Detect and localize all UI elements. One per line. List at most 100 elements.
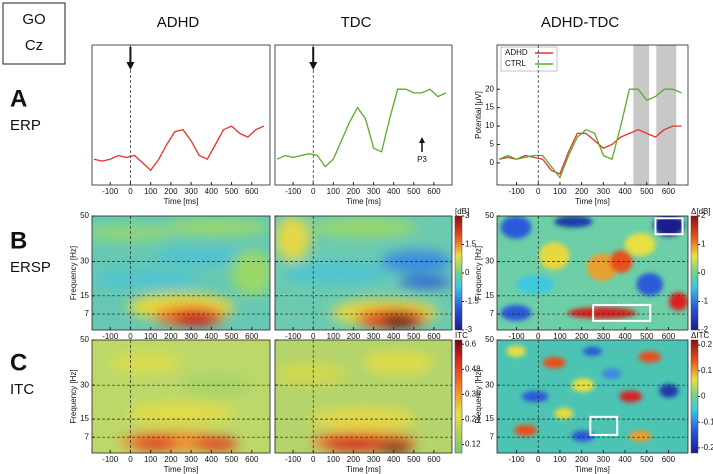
x-tick-label: 600 [427,187,441,196]
legend-label: ADHD [505,48,528,57]
x-tick-label: 300 [367,187,381,196]
x-tick-label: 500 [225,455,239,464]
x-axis-label: Time [ms] [575,465,610,474]
x-tick-label: 300 [184,332,198,341]
y-tick-label: 15 [80,414,89,423]
colorbar [690,215,699,331]
heatmap-blob [668,292,688,311]
colorbar-tick-label: 0 [465,268,470,277]
plot-frame [274,215,453,331]
row-name: ITC [10,381,34,398]
heatmap-blob [154,249,244,263]
x-tick-label: 400 [205,332,219,341]
x-tick-label: 100 [144,187,158,196]
x-tick-label: 100 [553,455,567,464]
x-tick-label: 200 [575,332,589,341]
colorbar-tick-label: 0.48 [465,364,481,373]
heatmap-blob [310,218,417,237]
heatmap-blob [377,441,414,453]
heatmap-blob [173,310,217,327]
y-tick-label: 15 [485,103,494,112]
row-name: ERP [10,117,41,134]
column-title: ADHD-TDC [541,14,619,31]
heatmap-blob [571,430,595,442]
y-tick-label: 30 [80,380,89,389]
x-tick-label: 200 [164,332,178,341]
plot-frame [496,44,689,186]
x-tick-label: 300 [184,187,198,196]
y-tick-label: 7 [85,309,90,318]
highlight-box [589,415,619,436]
colorbar-label: Δ[dB] [691,207,711,216]
x-tick-label: 0 [311,332,316,341]
colorbar-tick-label: -0.1 [701,417,713,426]
electrode: Cz [25,37,43,54]
plot-frame [496,339,689,454]
heatmap-blob [275,216,311,262]
row-letter: B [10,227,27,254]
x-tick-label: 500 [407,332,421,341]
x-tick-label: -100 [102,455,119,464]
x-axis-label: Time [ms] [164,197,199,206]
y-axis-label: Frequency [Hz] [474,246,483,300]
erp-line [499,125,682,175]
label-box [2,2,66,65]
heatmap-blob [506,345,526,357]
heatmap-blob [398,276,452,288]
x-tick-label: 500 [640,187,654,196]
x-tick-label: -100 [285,455,302,464]
x-axis-label: Time [ms] [346,197,381,206]
heatmap-blob [554,407,574,420]
colorbar-tick-label: 3 [465,211,470,220]
x-tick-label: -100 [509,187,526,196]
x-tick-label: 400 [618,332,632,341]
colorbar-tick-label: 1.5 [465,240,477,249]
x-tick-label: 500 [407,455,421,464]
colorbar-tick-label: 0.24 [465,415,481,424]
y-tick-label: 15 [80,291,89,300]
heatmap-blob [582,346,603,356]
colorbar-tick-label: 0.12 [465,440,481,449]
x-tick-label: 200 [164,187,178,196]
x-tick-label: 300 [184,455,198,464]
y-tick-label: 30 [485,257,494,266]
heatmap-blob [181,373,253,397]
x-tick-label: 100 [327,455,341,464]
y-tick-label: 50 [80,211,89,220]
colorbar-label: ΔITC [691,331,709,340]
x-tick-label: 300 [597,455,611,464]
heatmap-blob [500,304,532,321]
heatmap-blob [602,368,622,380]
heatmap-blob [132,437,176,451]
plot-frame [91,339,271,454]
x-tick-label: 600 [245,332,259,341]
colorbar-tick-label: -0.2 [701,443,713,452]
colorbar-tick-label: -1.5 [465,297,479,306]
x-tick-label: 100 [144,332,158,341]
x-tick-label: 600 [427,455,441,464]
heatmap-texture [275,340,452,453]
x-tick-label: 0 [536,455,541,464]
x-tick-label: -100 [509,455,526,464]
y-axis-label: Frequency [Hz] [69,246,78,300]
x-tick-label: 0 [311,187,316,196]
y-tick-label: 50 [485,211,494,220]
legend-label: CTRL [505,59,526,68]
x-tick-label: 200 [575,455,589,464]
heatmap-blob [381,314,417,328]
heatmap-blob [521,390,549,403]
colorbar-tick-label: 2 [701,211,706,220]
heatmap-blob [230,250,270,296]
x-tick-label: 600 [662,455,676,464]
y-tick-label: 10 [485,121,494,130]
heatmap-blob [310,407,417,431]
x-tick-label: 400 [618,187,632,196]
highlight-box [592,303,652,322]
heatmap-blob [195,437,238,451]
y-tick-label: 15 [485,414,494,423]
x-tick-label: 400 [387,187,401,196]
row-letter: A [10,85,27,112]
y-tick-label: 5 [490,140,495,149]
x-tick-label: 600 [662,187,676,196]
x-tick-label: 200 [164,455,178,464]
